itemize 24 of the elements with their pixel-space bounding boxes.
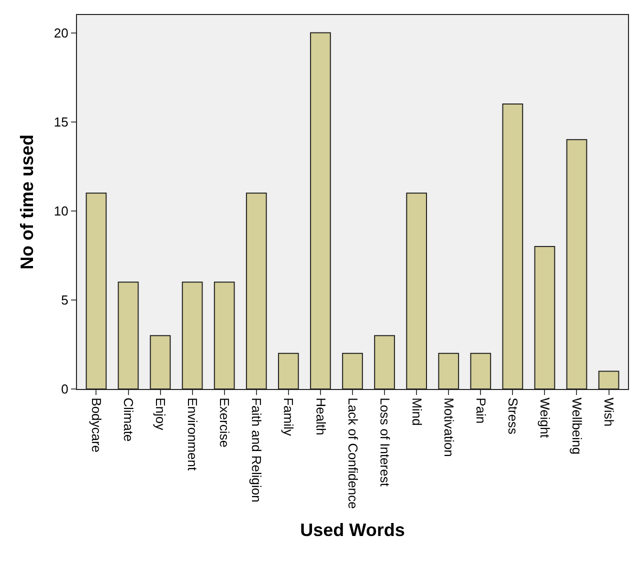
- x-tick-label: Weight: [537, 398, 552, 438]
- x-tick-label: Environment: [185, 398, 200, 471]
- x-tick-label: Bodycare: [88, 398, 104, 453]
- y-tick-label: 0: [61, 382, 68, 397]
- x-tick-label: Family: [281, 398, 296, 436]
- x-tick-label: Lack of Confidence: [345, 398, 360, 509]
- x-tick-label: Loss of Interest: [377, 398, 392, 487]
- y-axis-title: No of time used: [17, 134, 38, 270]
- x-tick-label: Climate: [121, 398, 136, 442]
- y-tick-label: 15: [54, 114, 68, 130]
- y-tick-label: 10: [54, 203, 68, 218]
- x-tick-label: Motivation: [441, 398, 456, 457]
- x-tick-label: Faith and Religion: [249, 398, 264, 502]
- x-tick-label: Health: [313, 398, 328, 436]
- y-tick-label: 5: [61, 292, 68, 308]
- x-tick-label: Exercise: [217, 398, 232, 448]
- x-tick-label: Enjoy: [153, 398, 168, 431]
- x-tick-label: Mind: [409, 398, 424, 426]
- x-tick-label: Wellbeing: [570, 398, 585, 454]
- x-tick-label: Stress: [505, 398, 520, 435]
- x-tick-label: Wish: [602, 398, 617, 426]
- y-tick-label: 20: [54, 25, 68, 40]
- x-tick-label: Pain: [473, 398, 488, 424]
- x-axis-title: Used Words: [300, 520, 405, 540]
